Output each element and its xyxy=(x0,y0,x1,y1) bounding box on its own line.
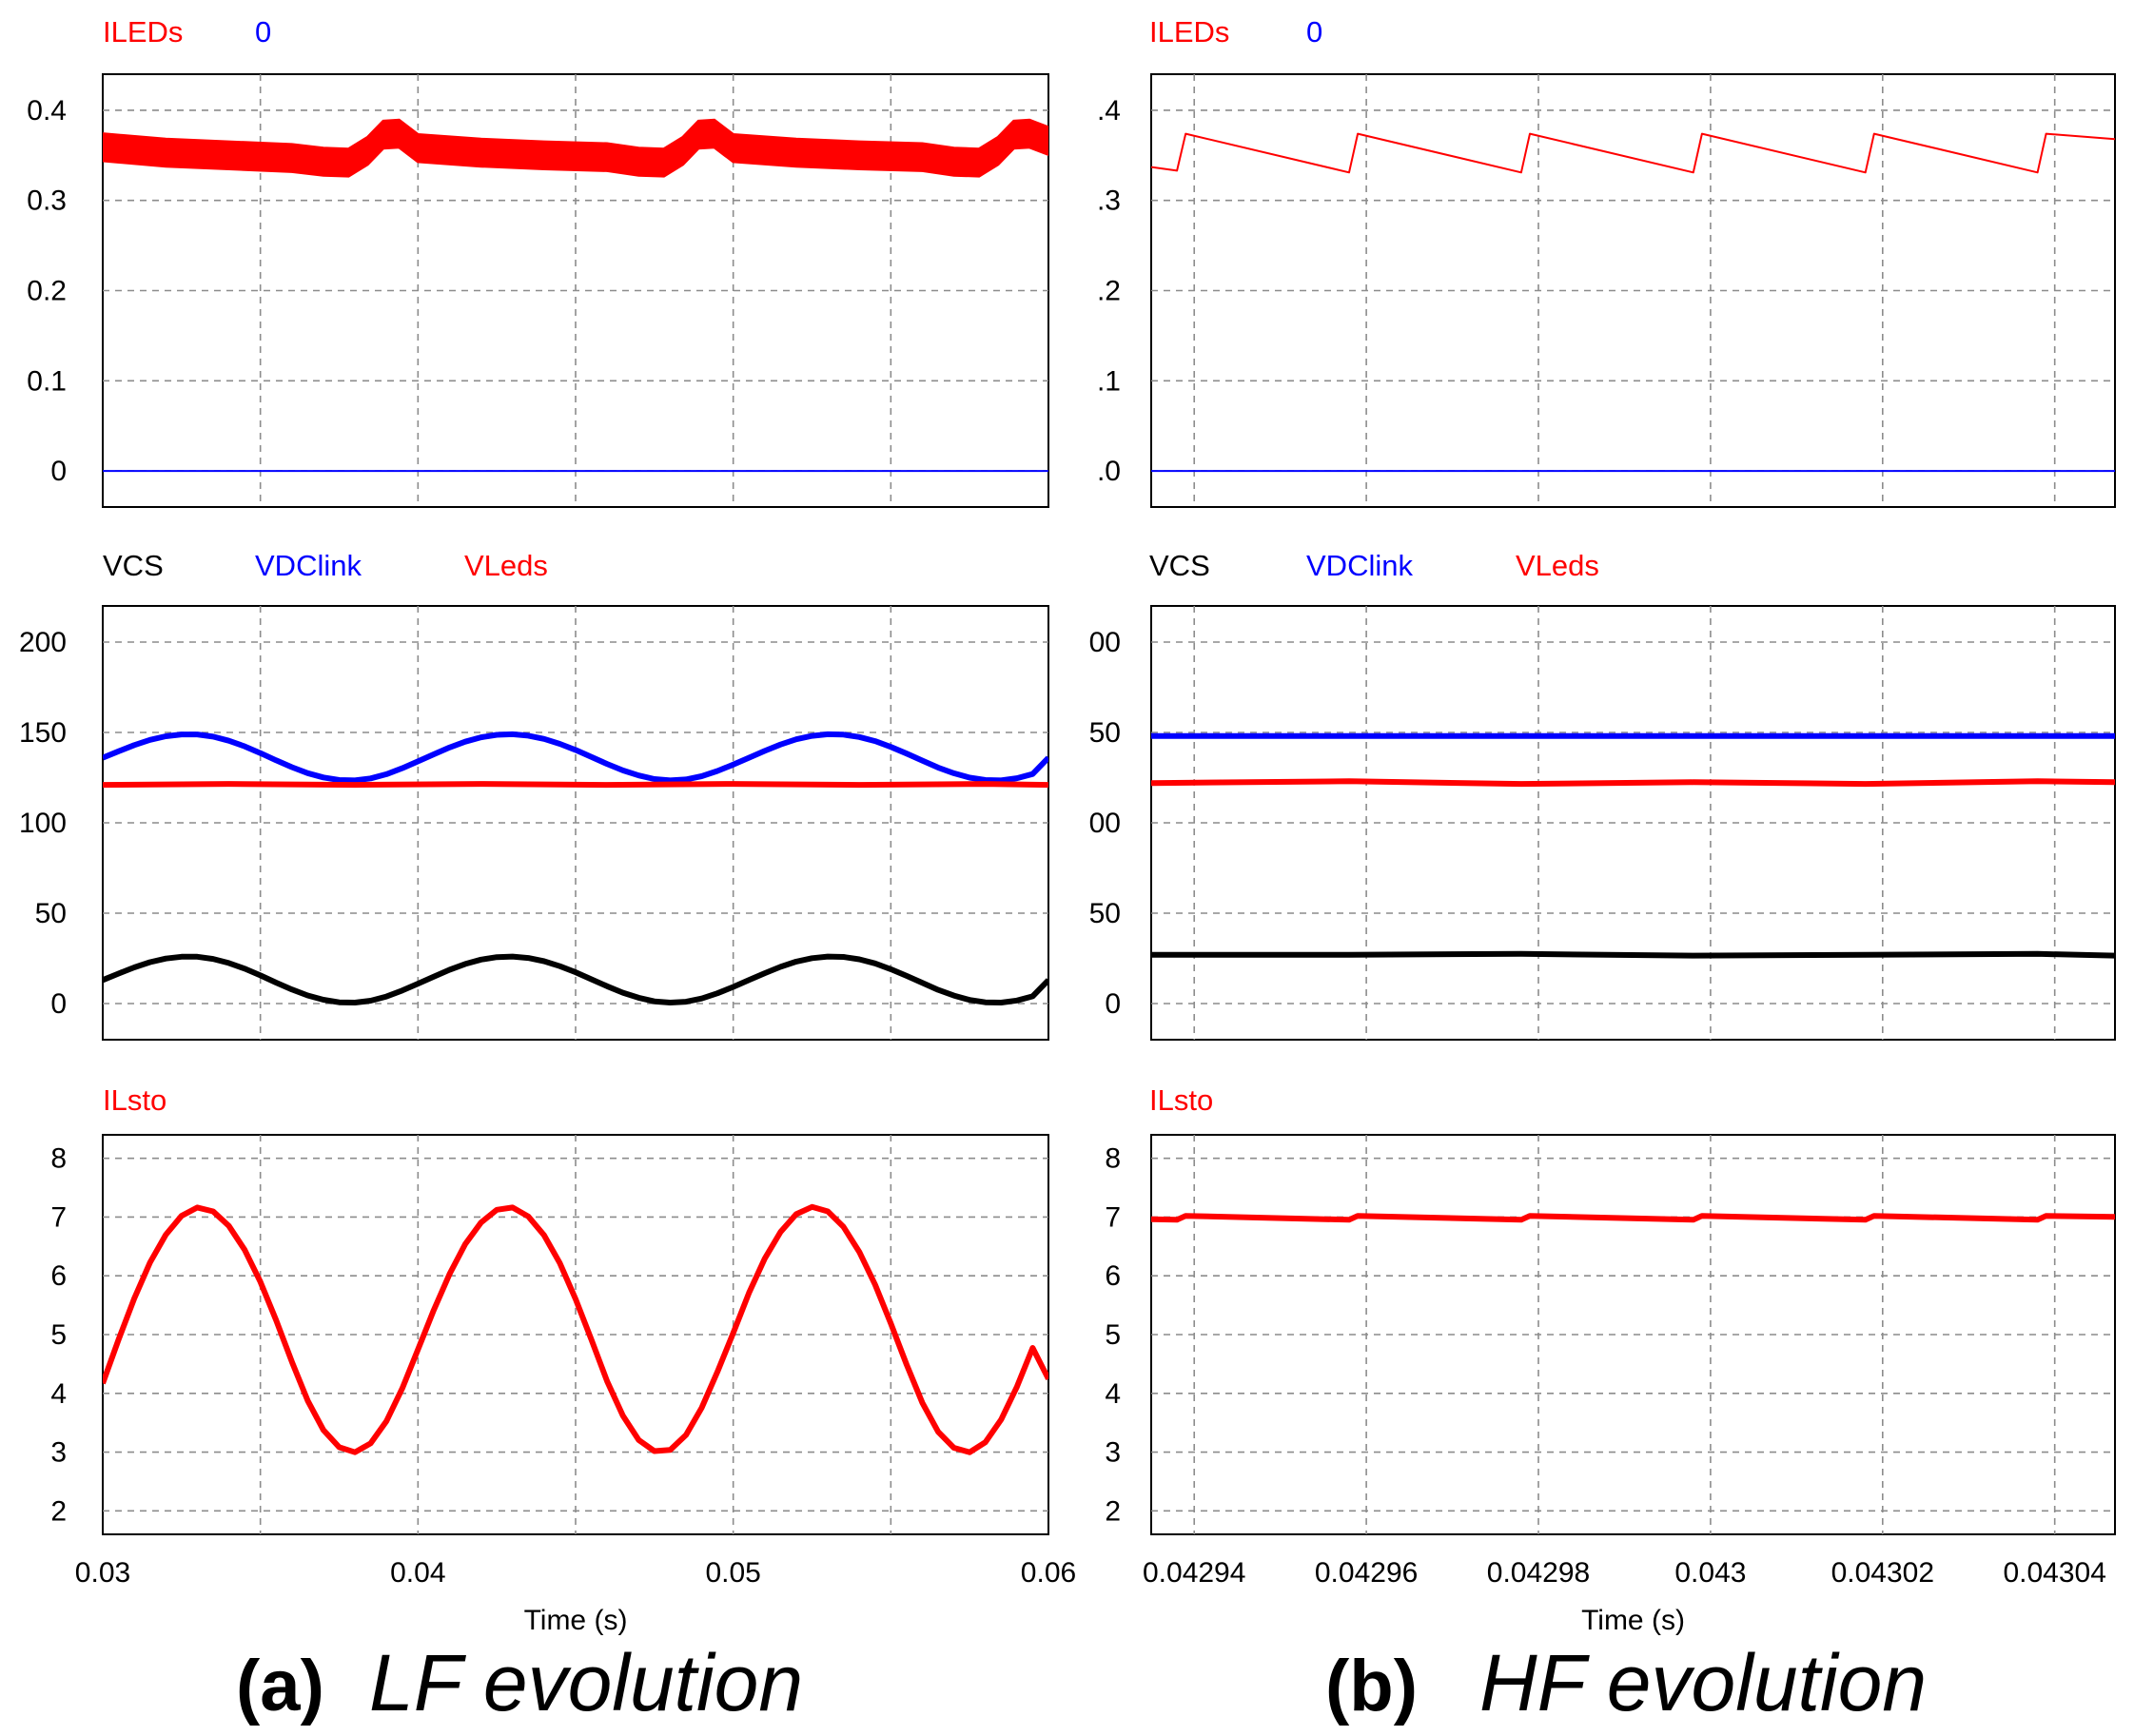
lf-ilsto-ytick-label: 5 xyxy=(50,1319,67,1351)
lf-ilsto-ytick-label: 8 xyxy=(50,1143,67,1175)
lf-voltages-ytick-label: 0 xyxy=(50,988,67,1020)
hf-iled-legend-ileds: ILEDs xyxy=(1149,15,1229,49)
hf-iled-ytick-label: .1 xyxy=(1097,365,1121,397)
lf-voltages-ytick-label: 200 xyxy=(19,627,67,658)
lf-ilsto-panel: 2 3 4 5 6 7 8 ILsto 0.03 0.04 0.05 0.06 Time (s) xyxy=(50,1083,1076,1636)
hf-iled-series-ileds xyxy=(1151,132,2115,174)
lf-voltages-series-vleds xyxy=(103,781,1048,789)
hf-ilsto-xtick-label: 0.04296 xyxy=(1315,1557,1418,1589)
lf-ilsto-xtick-label: 0.03 xyxy=(75,1557,130,1589)
lf-ilsto-legend-ilsto: ILsto xyxy=(103,1083,166,1117)
hf-ilsto-xtick-label: 0.04298 xyxy=(1487,1557,1590,1589)
lf-ilsto-xaxis-title: Time (s) xyxy=(524,1605,628,1636)
hf-ilsto-xaxis-title: Time (s) xyxy=(1581,1605,1685,1636)
hf-iled-panel: .0 .1 .2 .3 .4 ILEDs 0 xyxy=(1097,15,2116,508)
lf-iled-ytick-label: 0.3 xyxy=(27,185,67,217)
hf-iled-ytick-label: .2 xyxy=(1097,276,1121,307)
lf-ilsto-xtick-label: 0.05 xyxy=(705,1557,760,1589)
hf-voltages-ytick-label: 00 xyxy=(1089,627,1121,658)
hf-ilsto-legend-ilsto: ILsto xyxy=(1149,1083,1213,1117)
lf-iled-ytick-label: 0.2 xyxy=(27,276,67,307)
hf-iled-ytick-label: .0 xyxy=(1097,456,1121,487)
caption-a-text: LF evolution xyxy=(369,1638,803,1727)
hf-iled-plot-area xyxy=(1150,73,2116,508)
lf-ilsto-series-ilsto xyxy=(103,1203,1048,1455)
lf-voltages-series-vdclink xyxy=(103,731,1048,784)
hf-ilsto-xtick-label: 0.04304 xyxy=(2003,1557,2105,1589)
lf-iled-legend-ileds: ILEDs xyxy=(103,15,183,49)
lf-iled-ytick-label: 0 xyxy=(50,456,67,487)
hf-voltages-legend-vcs: VCS xyxy=(1149,549,1210,582)
lf-voltages-legend-vcs: VCS xyxy=(103,549,164,582)
hf-ilsto-ytick-label: 8 xyxy=(1105,1143,1121,1175)
hf-voltages-legend-vdclink: VDClink xyxy=(1306,549,1413,582)
hf-voltages-ytick-label: 50 xyxy=(1089,898,1121,929)
lf-iled-series-ileds-band xyxy=(103,118,1048,178)
lf-iled-ytick-label: 0.1 xyxy=(27,365,67,397)
hf-voltages-plot-area xyxy=(1150,605,2116,1041)
hf-voltages-legend-vleds: VLeds xyxy=(1516,549,1599,582)
lf-ilsto-xtick-label: 0.06 xyxy=(1021,1557,1076,1589)
caption-b-letter: (b) xyxy=(1325,1646,1418,1726)
lf-ilsto-ytick-label: 4 xyxy=(50,1378,67,1410)
captions: (a) LF evolution (b) HF evolution xyxy=(236,1638,1927,1727)
lf-iled-legend-0: 0 xyxy=(255,15,271,49)
lf-ilsto-ytick-label: 7 xyxy=(50,1201,67,1233)
lf-voltages-legend-vleds: VLeds xyxy=(464,549,548,582)
lf-voltages-series-vcs xyxy=(103,953,1048,1005)
hf-voltages-ytick-label: 0 xyxy=(1105,988,1121,1020)
lf-voltages-panel: 0 50 100 150 200 VCS VDClink VLeds xyxy=(19,549,1049,1041)
lf-voltages-legend-vdclink: VDClink xyxy=(255,549,362,582)
hf-ilsto-xtick-label: 0.043 xyxy=(1674,1557,1746,1589)
hf-ilsto-ytick-label: 7 xyxy=(1105,1201,1121,1233)
hf-ilsto-ytick-label: 2 xyxy=(1105,1495,1121,1527)
lf-ilsto-xtick-label: 0.04 xyxy=(390,1557,445,1589)
caption-b-text: HF evolution xyxy=(1479,1638,1927,1727)
hf-ilsto-series-ilsto xyxy=(1151,1213,2115,1223)
lf-ilsto-ytick-label: 2 xyxy=(50,1495,67,1527)
lf-voltages-ytick-label: 100 xyxy=(19,808,67,839)
hf-voltages-panel: 0 50 00 50 00 VCS VDClink VLeds xyxy=(1089,549,2116,1041)
hf-iled-ytick-label: .3 xyxy=(1097,185,1121,217)
lf-ilsto-ytick-label: 6 xyxy=(50,1260,67,1292)
lf-voltages-ytick-label: 50 xyxy=(35,898,67,929)
hf-ilsto-xtick-label: 0.04294 xyxy=(1143,1557,1245,1589)
hf-ilsto-ytick-label: 5 xyxy=(1105,1319,1121,1351)
hf-ilsto-plot-area xyxy=(1150,1134,2116,1535)
hf-voltages-series-vcs xyxy=(1151,950,2115,959)
hf-voltages-series-vleds xyxy=(1151,778,2115,788)
lf-voltages-ytick-label: 150 xyxy=(19,717,67,749)
lf-iled-panel: 0 0.1 0.2 0.3 0.4 ILEDs 0 xyxy=(27,15,1049,508)
hf-ilsto-ytick-label: 6 xyxy=(1105,1260,1121,1292)
hf-ilsto-ytick-label: 3 xyxy=(1105,1437,1121,1469)
hf-ilsto-panel: 2 3 4 5 6 7 8 ILsto 0.04294 0.04296 0.04298 0.043 0.… xyxy=(1105,1083,2116,1636)
lf-ilsto-ytick-label: 3 xyxy=(50,1437,67,1469)
hf-ilsto-ytick-label: 4 xyxy=(1105,1378,1121,1410)
hf-iled-legend-0: 0 xyxy=(1306,15,1322,49)
hf-voltages-ytick-label: 50 xyxy=(1089,717,1121,749)
hf-ilsto-xtick-label: 0.04302 xyxy=(1831,1557,1934,1589)
hf-iled-ytick-label: .4 xyxy=(1097,95,1121,127)
lf-iled-ytick-label: 0.4 xyxy=(27,95,67,127)
caption-a-letter: (a) xyxy=(236,1646,324,1726)
hf-voltages-ytick-label: 00 xyxy=(1089,808,1121,839)
